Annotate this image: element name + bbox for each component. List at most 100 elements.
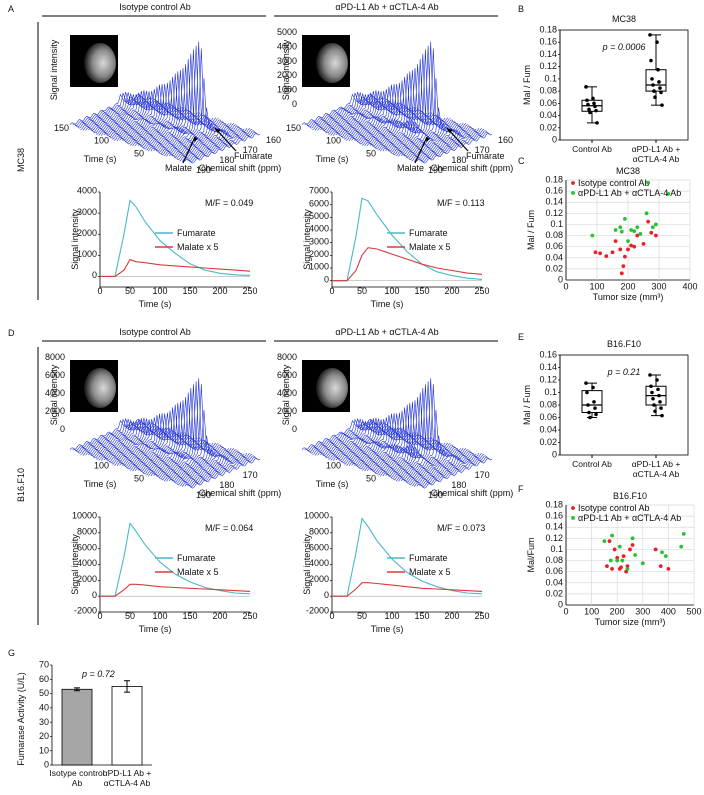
waterfall-trace [408,453,480,486]
waterfall-trace [416,455,487,487]
panel-letter: A [8,4,14,14]
x-tick-label: 200 [620,282,635,292]
x-tick-label: αPD-L1 Ab + αCTLA-4 Ab [631,459,681,479]
waterfall-trace [309,418,381,454]
waterfall-trace [406,453,477,484]
data-point [632,244,637,249]
waterfall-trace [395,123,467,157]
waterfall-trace [382,48,454,152]
y-tick-label: 0.02 [539,122,557,132]
waterfall-trace [174,453,245,484]
data-point [625,566,630,571]
y-tick-label: 0.14 [539,49,557,59]
data-point [593,406,597,410]
data-point [653,95,657,100]
waterfall-trace [411,453,482,487]
peak-arrow [182,136,196,164]
waterfall-tick: 160 [498,135,513,145]
y-axis-label: Signal intensity [70,534,80,595]
y-tick-label: 0.1 [544,387,557,397]
x-axis-label: Time (s) [139,624,172,634]
waterfall-trace [377,45,448,151]
waterfall-tick: 180 [219,480,234,490]
y-tick-label: 0.04 [545,252,563,262]
y-tick-label: 70 [39,660,49,670]
data-point [656,67,660,72]
x-axis-label: Time (s) [139,299,172,309]
data-point [618,247,623,252]
y-tick-label: 0 [552,135,557,145]
waterfall-tick: 100 [94,136,109,146]
waterfall-tick: 50 [134,473,144,483]
data-point [657,393,661,398]
waterfall-trace [403,127,474,158]
waterfall-trace [320,419,391,456]
data-point [644,211,649,216]
waterfall-trace [325,417,396,459]
y-axis-label: Mal/Fum [526,537,536,572]
data-point [592,101,596,106]
data-point [607,539,612,544]
annotation: p = 0.21 [607,367,641,377]
waterfall-trace [168,450,240,482]
waterfall-tick: 2000 [277,406,297,416]
waterfall-tick: 6000 [277,370,297,380]
x-tick-label: 50 [357,611,367,621]
x-axis-label: Tumor size (mm³) [593,292,664,302]
data-point [655,40,659,45]
waterfall-tick: 8000 [277,352,297,362]
peak-label: Fumarate [234,151,273,161]
waterfall-tick: 4000 [277,388,297,398]
waterfall-tick: 190 [196,490,211,500]
waterfall-trace [90,90,161,133]
legend-swatch [571,181,575,185]
waterfall-tick: 2000 [45,406,65,416]
waterfall-tick: 170 [243,470,258,480]
y-tick-label: 0.1 [550,544,563,554]
x-tick-label: 200 [212,286,227,296]
data-point [651,83,655,87]
waterfall-trace [179,128,250,162]
y-tick-label: 0 [558,600,563,610]
waterfall-trace [106,86,177,137]
panel-letter: G [8,648,15,658]
mri-tumor [316,368,348,408]
data-point [598,251,602,256]
waterfall-trace [184,130,255,162]
waterfall-trace [413,454,485,487]
y-tick-label: 0.16 [539,37,557,47]
data-point [660,413,664,418]
legend-label: Malate x 5 [409,242,451,252]
x-tick-label: 0 [329,611,334,621]
waterfall-trace [75,418,146,453]
waterfall-axis-label: Time (s) [84,154,117,164]
x-tick-label: 100 [152,286,167,296]
waterfall-trace [184,455,255,487]
waterfall-trace [187,131,258,163]
data-point [619,565,623,570]
y-tick-label: 30 [39,717,49,727]
waterfall-axis-label: Time (s) [84,479,117,489]
data-point [623,216,627,221]
x-tick-label: 150 [182,611,197,621]
data-point [681,531,686,536]
waterfall-trace [388,435,459,478]
y-tick-label: 0 [324,590,329,600]
waterfall-trace [406,128,477,159]
x-tick-label: 200 [610,607,625,617]
data-point [655,378,659,382]
x-tick-label-box: Isotype control Ab [49,768,104,788]
legend-swatch [571,191,575,195]
legend-swatch [571,516,575,520]
series-line [332,517,483,597]
y-tick-label: 8000 [77,527,97,537]
waterfall-trace [380,378,451,477]
data-point [620,558,625,563]
y-tick-label: 0.18 [539,25,557,35]
y-tick-label: 10000 [72,511,97,521]
x-tick-label: 100 [384,286,399,296]
y-tick-label: 0 [92,270,97,280]
waterfall-tick: 50 [134,148,144,158]
waterfall-tick: 50 [366,473,376,483]
